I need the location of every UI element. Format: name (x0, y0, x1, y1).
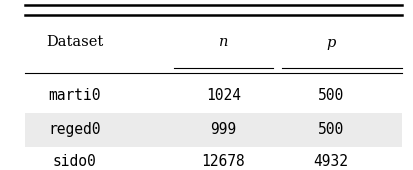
Text: marti0: marti0 (48, 88, 100, 103)
Text: 12678: 12678 (201, 154, 245, 169)
Text: 999: 999 (210, 122, 236, 137)
Text: n: n (218, 36, 228, 49)
Text: reged0: reged0 (48, 122, 100, 137)
Text: Dataset: Dataset (46, 36, 103, 49)
Text: 4932: 4932 (313, 154, 348, 169)
Text: p: p (326, 36, 335, 49)
Text: 1024: 1024 (206, 88, 240, 103)
Text: 500: 500 (317, 88, 344, 103)
FancyBboxPatch shape (25, 113, 401, 147)
Text: 500: 500 (317, 122, 344, 137)
Text: sido0: sido0 (52, 154, 96, 169)
